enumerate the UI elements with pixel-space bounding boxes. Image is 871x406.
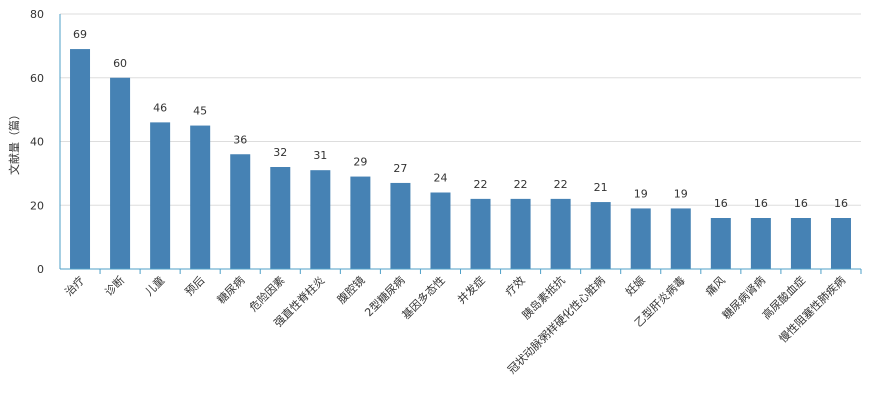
- bar-value-label: 19: [634, 187, 648, 200]
- bar: [110, 77, 131, 269]
- bar: [310, 170, 331, 269]
- x-tick-label: 儿童: [142, 273, 167, 298]
- bar-value-label: 60: [113, 57, 127, 70]
- bar-value-label: 46: [153, 101, 167, 114]
- y-tick-label: 0: [37, 263, 44, 276]
- x-tick-label: 妊娠: [622, 273, 647, 298]
- x-tick-label: 基因多态性: [399, 273, 448, 322]
- bar-value-label: 69: [73, 28, 87, 41]
- bar: [630, 208, 651, 269]
- bar-value-label: 22: [474, 178, 488, 191]
- bar-value-label: 22: [554, 178, 568, 191]
- y-tick-label: 80: [30, 8, 44, 21]
- bar: [750, 218, 771, 269]
- bar: [270, 167, 291, 269]
- x-tick-label: 疗效: [502, 273, 527, 298]
- y-tick-label: 40: [30, 136, 44, 149]
- y-tick-label: 20: [30, 199, 44, 212]
- bar: [350, 176, 371, 269]
- x-tick-label: 治疗: [62, 273, 87, 298]
- bar: [590, 202, 611, 269]
- bar-value-label: 19: [674, 187, 688, 200]
- bar-value-label: 16: [794, 197, 808, 210]
- x-tick-label: 慢性阻塞性肺疾病: [776, 273, 848, 345]
- bar-value-label: 31: [313, 149, 327, 162]
- bar: [510, 198, 531, 269]
- bar: [710, 218, 731, 269]
- bar: [430, 192, 451, 269]
- x-tick-label: 糖尿病: [214, 273, 247, 306]
- x-tick-label: 危险因素: [246, 273, 287, 314]
- x-tick-label: 预后: [183, 274, 208, 299]
- bar: [790, 218, 811, 269]
- gridlines: [60, 13, 861, 206]
- bar-value-label: 45: [193, 105, 207, 118]
- bar-value-label: 16: [834, 197, 848, 210]
- bar-value-label: 22: [514, 178, 528, 191]
- bar-value-label: 16: [714, 197, 728, 210]
- bar: [150, 122, 171, 269]
- bar-value-label: 24: [433, 172, 447, 185]
- bar-value-label: 29: [353, 156, 367, 169]
- x-tick-label: 并发症: [454, 273, 487, 306]
- bar-value-label: 16: [754, 197, 768, 210]
- bar: [830, 218, 851, 269]
- bar: [470, 198, 491, 269]
- bar: [670, 208, 691, 269]
- bar: [190, 125, 211, 269]
- bar: [390, 182, 411, 269]
- bar: [230, 154, 251, 269]
- bar: [70, 49, 91, 269]
- bar-value-label: 32: [273, 146, 287, 159]
- x-tick-label: 腹腔镜: [334, 273, 367, 306]
- x-tick-label: 诊断: [102, 273, 127, 298]
- bar-value-label: 36: [233, 133, 247, 146]
- bar-value-label: 27: [393, 162, 407, 175]
- bars: [70, 49, 851, 269]
- bar-value-label: 21: [594, 181, 608, 194]
- y-tick-label: 60: [30, 72, 44, 85]
- y-axis-title: 文献量（篇）: [7, 109, 21, 175]
- bar: [550, 198, 571, 269]
- x-tick-label: 痛风: [702, 273, 727, 298]
- data-labels: 69 60 46 45 36 32 31 29 27 24 22 22 22 21 19 19 16 16 16 16: [73, 28, 848, 210]
